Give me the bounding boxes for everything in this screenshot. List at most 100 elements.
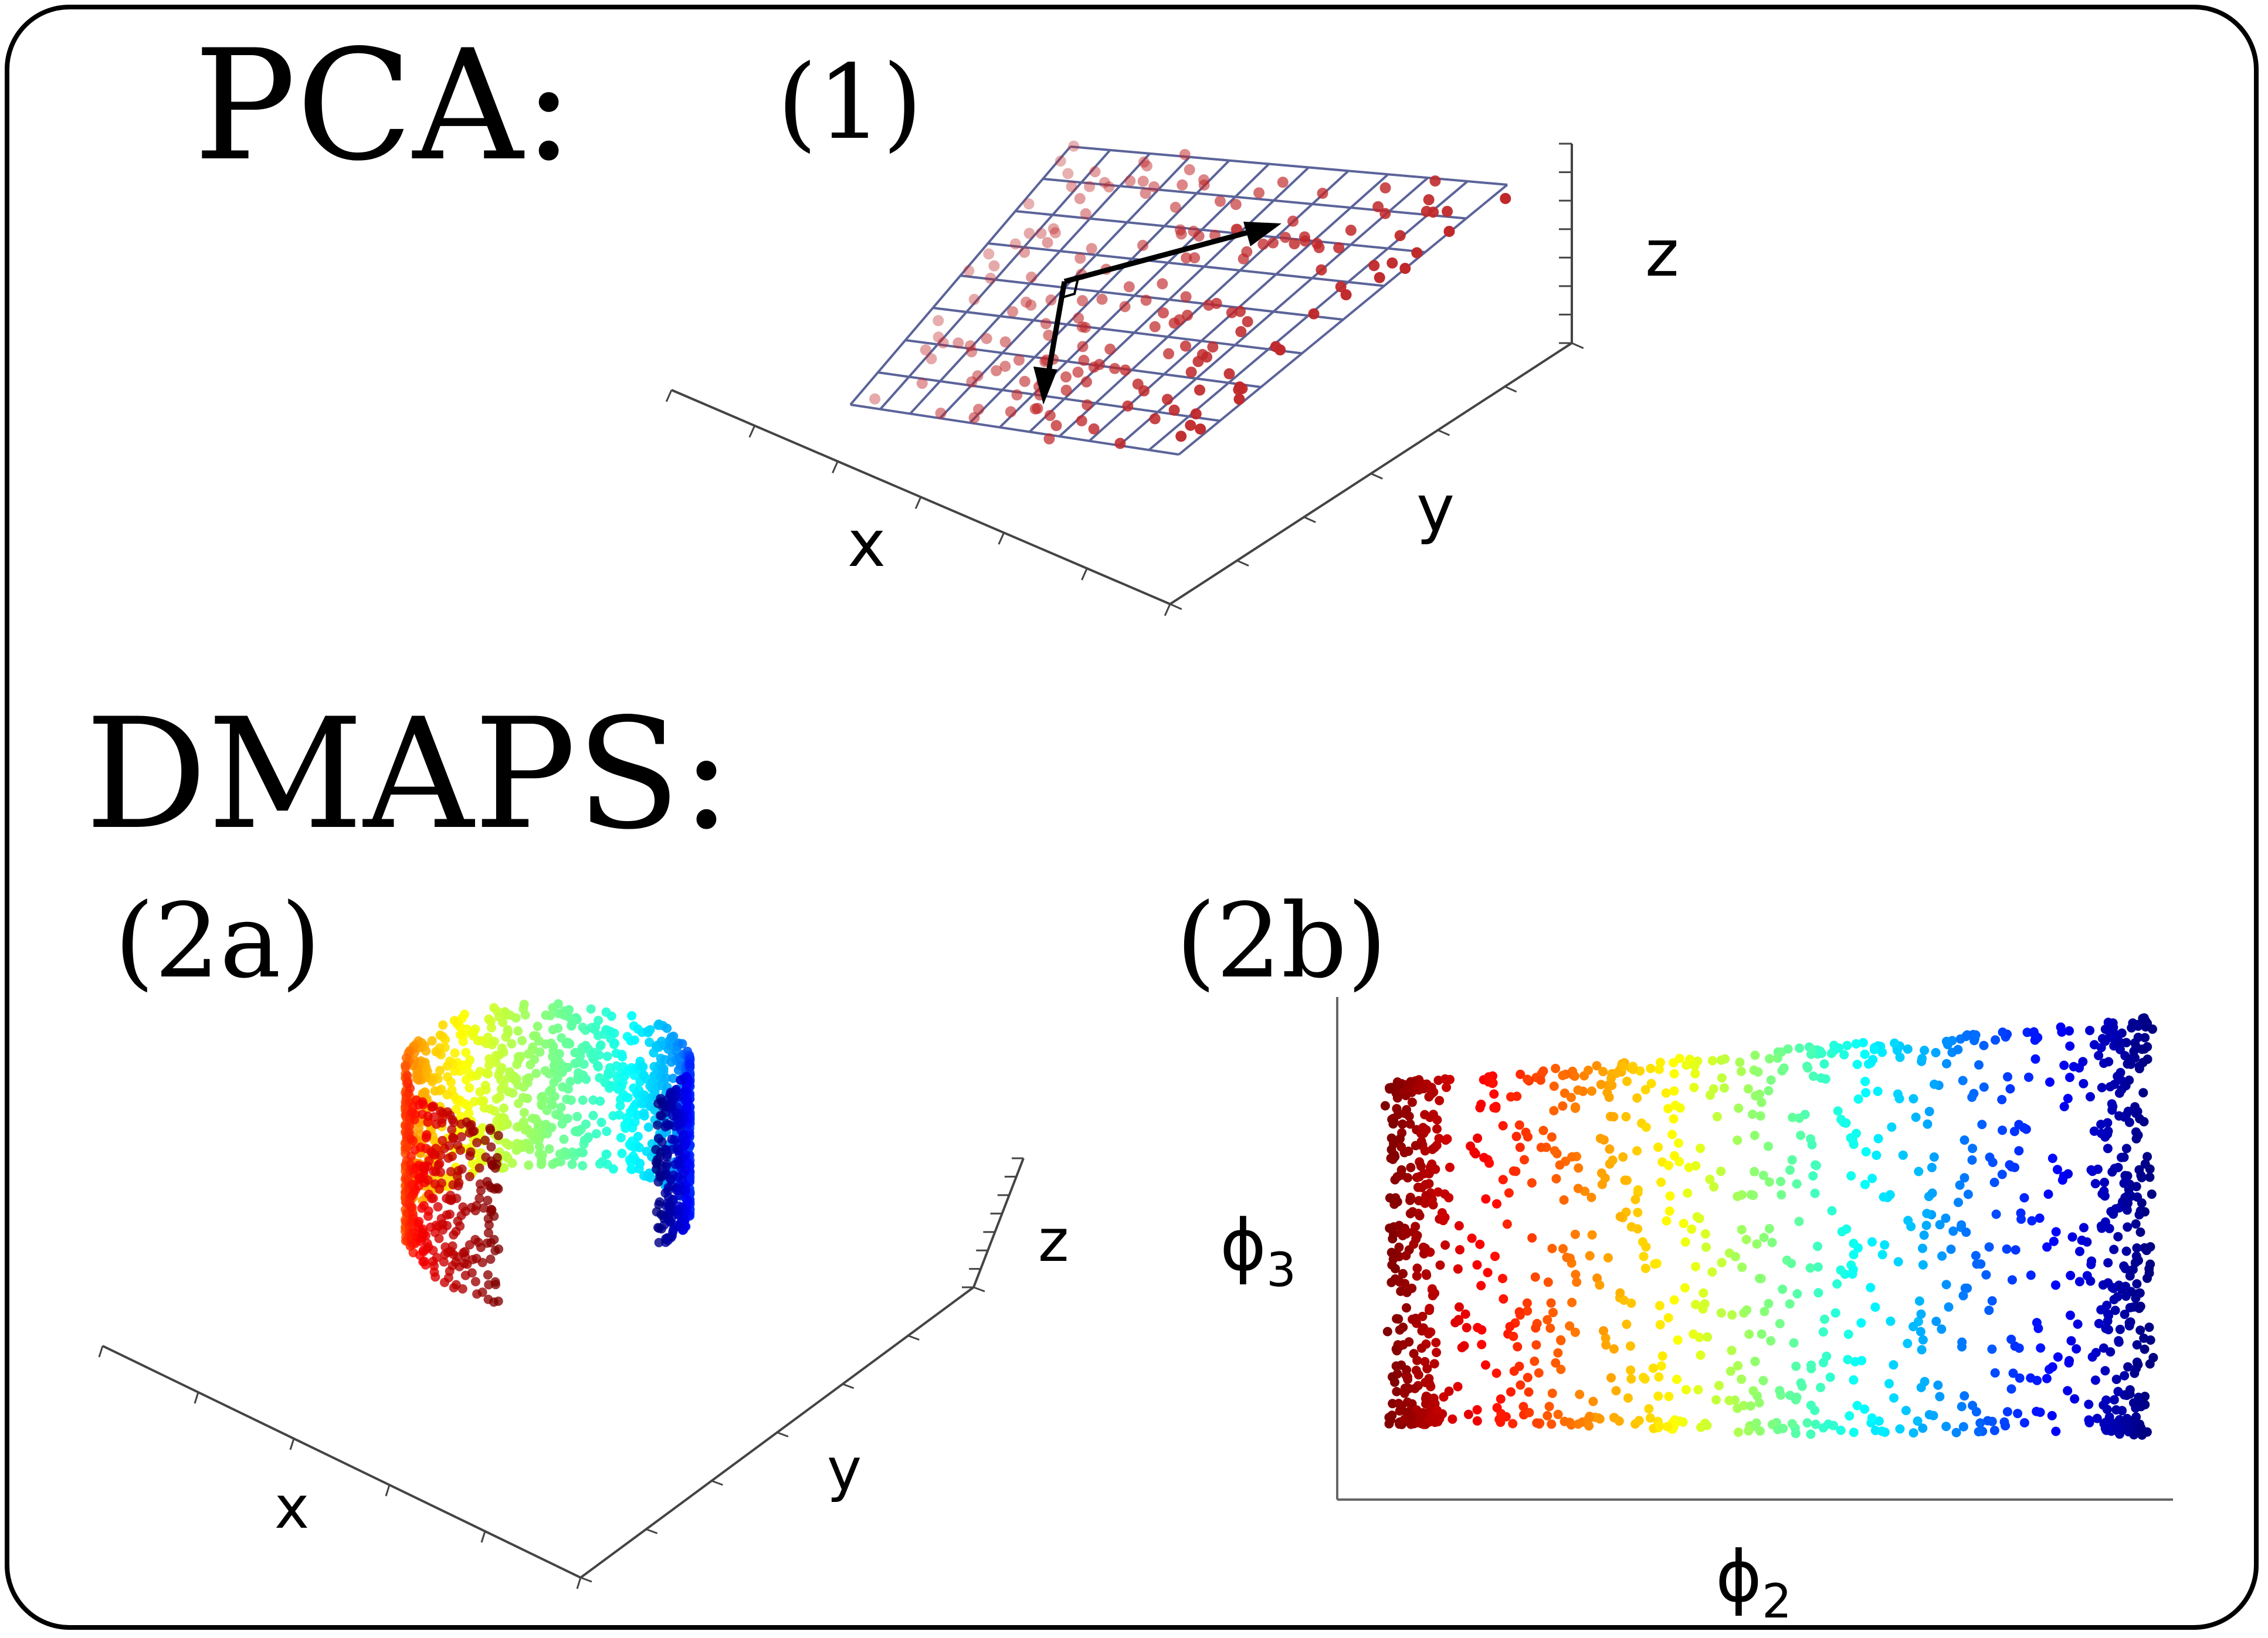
pca-point <box>1316 264 1327 276</box>
embedding-point <box>1407 1412 1417 1422</box>
embedding-point <box>1712 1112 1722 1121</box>
swiss-roll-x-tick <box>194 1392 199 1404</box>
embedding-point <box>1438 1216 1448 1226</box>
swiss-roll-point <box>494 1070 504 1080</box>
embedding-point <box>2135 1301 2145 1311</box>
embedding-point <box>1759 1233 1769 1242</box>
embedding-point <box>1913 1416 1923 1426</box>
embedding-point <box>1620 1175 1630 1185</box>
embedding-point <box>1794 1113 1804 1123</box>
embedding-point <box>2113 1386 2123 1396</box>
pca-point <box>1084 181 1096 192</box>
pca-point <box>916 378 928 389</box>
embedding-point <box>1681 1385 1691 1395</box>
swiss-roll-point <box>511 1145 521 1155</box>
embedding-point <box>1426 1089 1436 1099</box>
embedding-point <box>1393 1110 1403 1120</box>
swiss-roll-point <box>523 1049 533 1059</box>
embedding-point <box>1566 1093 1576 1103</box>
embedding-point <box>1750 1131 1760 1140</box>
embedding-point <box>2120 1310 2130 1320</box>
embedding-point <box>1463 1409 1473 1419</box>
embedding-point <box>2047 1154 2057 1164</box>
embedding-point <box>2090 1375 2100 1385</box>
pca-y-tick <box>1370 473 1383 480</box>
embedding-point <box>1411 1222 1421 1232</box>
embedding-point <box>1421 1243 1430 1253</box>
swiss-roll-point <box>527 1114 537 1123</box>
embedding-point <box>1586 1192 1596 1202</box>
pca-grid-line <box>1015 210 1426 253</box>
embedding-point <box>1918 1335 1928 1345</box>
embedding-point <box>2132 1340 2142 1350</box>
pca-point <box>1007 306 1019 317</box>
embedding-point <box>1858 1037 1868 1047</box>
swiss-roll-point <box>486 1254 496 1264</box>
embedding-point <box>1820 1314 1829 1324</box>
embedding-point <box>1545 1323 1555 1333</box>
pca-point <box>1078 354 1090 366</box>
embedding-point <box>1505 1322 1515 1331</box>
embedding-point <box>1522 1298 1532 1308</box>
embedding-point <box>1967 1155 1977 1165</box>
embedding-point <box>1402 1303 1411 1313</box>
embedding-point <box>1514 1120 1524 1130</box>
embedding-point <box>1524 1387 1534 1397</box>
swiss-roll-point <box>653 1120 662 1130</box>
embedding-point <box>1958 1422 1968 1432</box>
embedding-point <box>2066 1310 2075 1320</box>
embedding-point <box>1861 1147 1871 1157</box>
pca-point <box>1181 252 1192 264</box>
pca-point <box>1122 400 1134 412</box>
embedding-point <box>1709 1182 1719 1192</box>
embedding-point <box>1748 1386 1758 1396</box>
pca-point <box>1077 341 1089 352</box>
embedding-point <box>1849 1427 1859 1437</box>
pca-point <box>1226 307 1238 318</box>
embedding-point <box>1409 1239 1419 1249</box>
embedding-point <box>1551 1063 1561 1073</box>
embedding-point <box>1870 1302 1880 1312</box>
swiss-roll-point <box>627 1165 637 1174</box>
embedding-point <box>1445 1162 1455 1172</box>
embedding-point <box>1496 1410 1506 1420</box>
pca-point <box>1235 306 1246 317</box>
embedding-point <box>2070 1394 2080 1404</box>
panel-1-label: (1) <box>777 43 923 162</box>
embedding-point <box>1806 1360 1816 1370</box>
embedding-point <box>1513 1342 1523 1352</box>
swiss-roll-point <box>586 1004 596 1014</box>
embedding-point <box>2138 1088 2148 1098</box>
embedding-point <box>2014 1120 2024 1130</box>
swiss-roll-point <box>512 1060 522 1069</box>
swiss-roll-x-tick <box>385 1484 391 1497</box>
swiss-roll-point <box>483 1270 493 1280</box>
embedding-point <box>1818 1327 1828 1337</box>
embedding-point <box>1420 1198 1430 1208</box>
swiss-roll-point <box>654 1134 663 1144</box>
pca-point <box>1148 181 1160 193</box>
swiss-roll-point <box>499 1103 508 1113</box>
embedding-point <box>2097 1083 2107 1093</box>
embedding-point <box>1766 1336 1776 1346</box>
embedding-point <box>1745 1401 1755 1411</box>
embedding-point <box>2051 1227 2061 1237</box>
swiss-roll-point <box>449 1117 459 1127</box>
pca-x-tick <box>914 496 922 509</box>
embedding-point <box>1961 1032 1971 1042</box>
swiss-roll-point <box>537 1099 547 1109</box>
embedding-point <box>1633 1185 1643 1195</box>
swiss-roll-point <box>670 1159 680 1169</box>
swiss-roll-point <box>442 1090 452 1100</box>
embedding-point <box>1440 1074 1450 1084</box>
embedding-point <box>1608 1155 1618 1165</box>
embedding-point <box>1664 1392 1674 1402</box>
pca-point <box>1345 225 1357 236</box>
pca-point <box>1074 252 1086 264</box>
embedding-point <box>1640 1263 1650 1273</box>
swiss-roll-point <box>573 1074 583 1084</box>
embedding-point <box>1755 1111 1765 1121</box>
embedding-point <box>1849 1250 1859 1260</box>
embedding-point <box>1757 1329 1767 1339</box>
pca-point <box>1340 289 1352 301</box>
